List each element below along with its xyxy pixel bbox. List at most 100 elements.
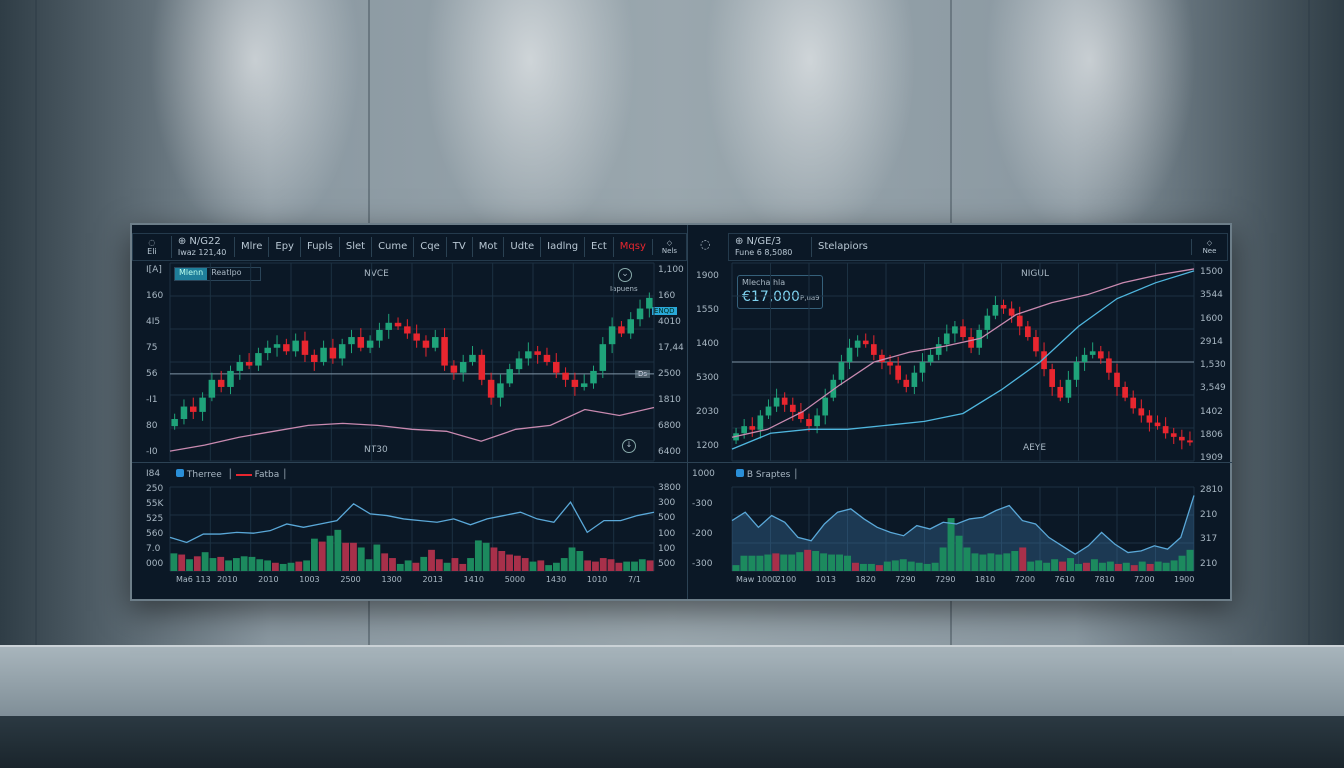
volume-bar-up — [560, 558, 568, 571]
download-icon[interactable]: ↓ — [622, 439, 636, 453]
floor — [0, 645, 1344, 717]
x-tick-label: 2013 — [422, 575, 443, 584]
chart-mode-toggle[interactable]: Mlenn Reatlpo — [174, 267, 261, 281]
volume-bar-down — [615, 562, 623, 571]
candle-down — [413, 333, 420, 341]
chevron-down-icon[interactable]: ⌄ — [618, 268, 632, 282]
menu-item[interactable]: TV — [445, 237, 472, 257]
axis-tick-label: 6800 — [658, 421, 681, 431]
volume-bar-up — [836, 554, 844, 571]
menu-item[interactable]: Udte — [503, 237, 540, 257]
volume-bar-up — [303, 560, 311, 571]
candle-up — [255, 353, 262, 366]
x-tick-label: 7200 — [1014, 575, 1036, 584]
axis-tick-label: 56 — [146, 369, 158, 379]
menu-item[interactable]: Mqsy — [612, 237, 652, 257]
volume-bar-up — [1154, 561, 1162, 571]
candle-down — [487, 379, 495, 398]
candle-up — [338, 344, 346, 359]
ticker-block[interactable]: ⊕ N/G22 Iwaz 121,40 — [170, 236, 234, 258]
candle-up — [773, 397, 780, 407]
volume-bar-down — [1146, 563, 1154, 571]
candle-down — [1146, 415, 1153, 423]
menu-item[interactable]: Cume — [371, 237, 413, 257]
candle-down — [960, 326, 966, 338]
candle-down — [1122, 386, 1128, 398]
x-tick-label: 1430 — [545, 575, 567, 584]
axis-tick-label: 1400 — [696, 339, 719, 349]
candle-up — [525, 351, 532, 359]
candle-down — [190, 406, 197, 412]
candle-up — [608, 326, 616, 345]
axis-tick-label: 17,44 — [658, 343, 684, 353]
profile-icon[interactable]: ◌ — [700, 237, 711, 251]
x-tick-label: 2010 — [217, 575, 238, 584]
chart-top-label: NVCE — [364, 269, 389, 279]
settings-icon-label: Nels — [661, 247, 678, 255]
axis-tick-label: 100 — [658, 543, 676, 554]
candle-up — [846, 347, 853, 362]
ticker-block[interactable]: ⊕ N/GE/3 Fune 6 8,5080 — [729, 236, 811, 258]
candle-up — [911, 372, 918, 387]
menu-item[interactable]: Slet — [338, 237, 371, 257]
candle-up — [469, 354, 476, 362]
candle-up — [636, 308, 644, 320]
volume-bar-up — [1138, 561, 1146, 571]
candle-down — [1041, 351, 1047, 370]
candle-down — [1179, 436, 1185, 441]
volume-bar-up — [576, 551, 584, 571]
candle-down — [798, 411, 804, 420]
axis-tick-label: 55K — [146, 499, 164, 509]
x-tick-label: 1900 — [1174, 575, 1195, 584]
candle-up — [992, 304, 999, 316]
volume-bar-up — [365, 559, 373, 571]
x-tick-label: 1410 — [463, 575, 484, 584]
settings-icon[interactable]: ◇ Nee — [1191, 239, 1227, 255]
legend-item: Fatba — [254, 470, 280, 480]
menu-item[interactable]: Ect — [584, 237, 613, 257]
toggle-option[interactable]: Reatlpo — [211, 268, 242, 277]
menu-item[interactable]: Mlre — [233, 237, 268, 257]
volume-bar-up — [279, 563, 287, 571]
axis-tick-label: 1,530 — [1200, 360, 1226, 370]
candle-down — [781, 397, 788, 405]
candle-up — [273, 344, 281, 348]
volume-bar-down — [435, 559, 443, 571]
candle-up — [580, 383, 588, 387]
candle-up — [292, 340, 299, 352]
volume-bar-up — [201, 552, 209, 571]
candle-down — [1033, 337, 1039, 352]
toggle-option-active[interactable]: Mlenn — [175, 268, 208, 280]
candle-up — [741, 426, 747, 434]
volume-bar-up — [987, 553, 995, 571]
menu-item[interactable]: Cqe — [413, 237, 445, 257]
legend-swatch-blue — [736, 469, 744, 477]
volume-bar-up — [545, 565, 553, 571]
menu-item[interactable]: Mot — [471, 237, 504, 257]
candle-up — [943, 333, 950, 345]
volume-bar-up — [311, 538, 318, 571]
tab-stelapiors[interactable]: Stelapiors — [811, 237, 1191, 257]
volume-bar-down — [1059, 561, 1067, 571]
x-tick-label: 7810 — [1094, 575, 1115, 584]
settings-icon[interactable]: ◇ Nels — [651, 239, 686, 255]
volume-bar-down — [459, 563, 467, 571]
volume-bar-down — [537, 560, 545, 571]
volume-bar-up — [939, 547, 947, 571]
candle-up — [1081, 354, 1088, 362]
volume-bar-up — [867, 563, 875, 571]
menu-item[interactable]: Fupls — [299, 237, 339, 257]
volume-bar-down — [584, 560, 592, 571]
volume-bar-up — [631, 561, 638, 571]
volume-bar-down — [1082, 562, 1090, 571]
candle-up — [432, 337, 439, 348]
menu-item[interactable]: Iadlng — [540, 237, 584, 257]
candle-down — [329, 347, 337, 359]
menu-item[interactable]: Epy — [268, 237, 300, 257]
volume-bar-down — [193, 556, 201, 571]
candle-up — [814, 415, 820, 427]
candle-down — [404, 326, 411, 334]
profile-icon[interactable]: ◌ Eli — [147, 238, 157, 256]
volume-bar-down — [521, 558, 529, 571]
volume-bar-up — [232, 558, 240, 571]
